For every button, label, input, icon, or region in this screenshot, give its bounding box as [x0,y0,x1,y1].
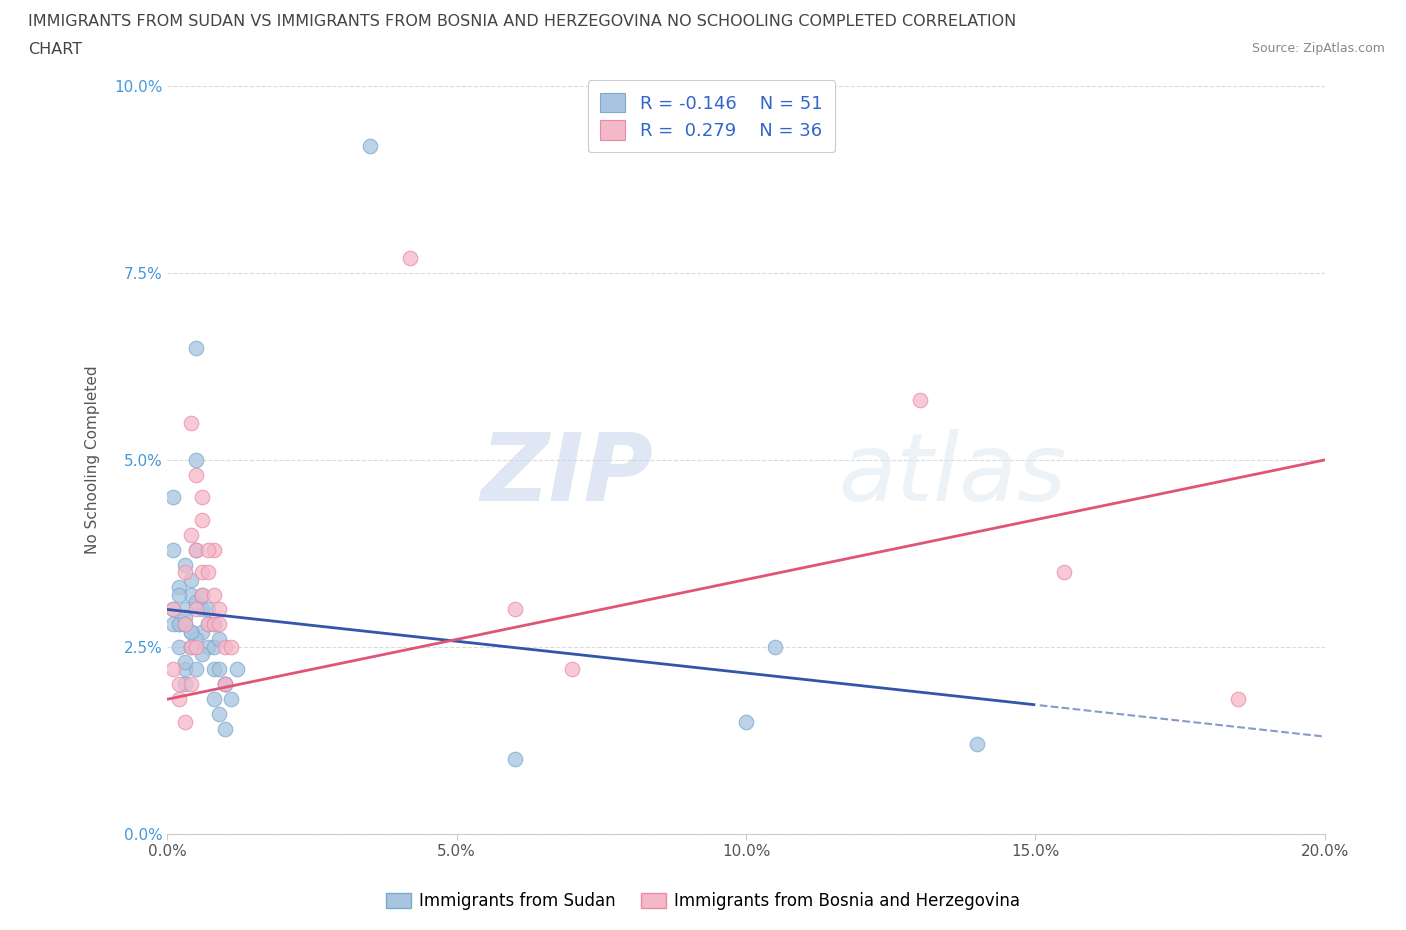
Point [561,662,583,677]
Point [214,677,236,692]
Point [180,572,202,587]
Point [202,617,225,631]
Point [191,490,214,505]
Point [214,677,236,692]
Text: CHART: CHART [28,42,82,57]
Point [208,662,231,677]
Point [197,617,219,631]
Point [180,677,202,692]
Point [167,579,190,594]
Point [173,565,195,579]
Point [173,609,195,624]
Point [197,617,219,631]
Point [208,707,231,722]
Point [908,392,931,407]
Point [173,662,195,677]
Point [197,565,219,579]
Point [202,662,225,677]
Point [191,587,214,602]
Point [197,640,219,655]
Point [202,640,225,655]
Point [208,617,231,631]
Point [173,602,195,617]
Point [186,594,208,609]
Point [186,468,208,483]
Y-axis label: No Schooling Completed: No Schooling Completed [86,365,100,554]
Point [173,714,195,729]
Point [186,640,208,655]
Point [173,557,195,572]
Point [162,617,184,631]
Point [162,602,184,617]
Point [208,602,231,617]
Point [202,692,225,707]
Point [167,617,190,631]
Point [167,692,190,707]
Point [167,587,190,602]
Point [162,490,184,505]
Point [180,640,202,655]
Point [162,542,184,557]
Point [202,587,225,602]
Point [197,602,219,617]
Text: atlas: atlas [838,430,1067,521]
Point [966,737,988,751]
Point [202,617,225,631]
Text: IMMIGRANTS FROM SUDAN VS IMMIGRANTS FROM BOSNIA AND HERZEGOVINA NO SCHOOLING COM: IMMIGRANTS FROM SUDAN VS IMMIGRANTS FROM… [28,14,1017,29]
Point [167,677,190,692]
Point [399,250,422,265]
Point [359,139,381,153]
Text: Source: ZipAtlas.com: Source: ZipAtlas.com [1251,42,1385,55]
Point [180,624,202,639]
Point [186,602,208,617]
Legend: R = -0.146    N = 51, R =  0.279    N = 36: R = -0.146 N = 51, R = 0.279 N = 36 [588,80,835,153]
Point [191,512,214,527]
Point [186,340,208,355]
Point [186,632,208,647]
Point [173,677,195,692]
Point [162,662,184,677]
Point [219,640,242,655]
Point [503,751,526,766]
Point [191,602,214,617]
Point [214,722,236,737]
Text: ZIP: ZIP [481,429,654,521]
Legend: Immigrants from Sudan, Immigrants from Bosnia and Herzegovina: Immigrants from Sudan, Immigrants from B… [380,885,1026,917]
Point [1226,692,1249,707]
Point [1053,565,1076,579]
Point [214,677,236,692]
Point [180,527,202,542]
Point [191,565,214,579]
Point [214,640,236,655]
Point [191,624,214,639]
Point [503,602,526,617]
Point [186,542,208,557]
Point [202,542,225,557]
Point [180,624,202,639]
Point [173,655,195,670]
Point [191,587,214,602]
Point [225,662,247,677]
Point [180,415,202,430]
Point [186,453,208,468]
Point [197,542,219,557]
Point [173,617,195,631]
Point [167,617,190,631]
Point [763,640,786,655]
Point [186,542,208,557]
Point [191,647,214,662]
Point [186,662,208,677]
Point [208,632,231,647]
Point [180,587,202,602]
Point [162,602,184,617]
Point [167,640,190,655]
Point [735,714,758,729]
Point [173,617,195,631]
Point [219,692,242,707]
Point [180,640,202,655]
